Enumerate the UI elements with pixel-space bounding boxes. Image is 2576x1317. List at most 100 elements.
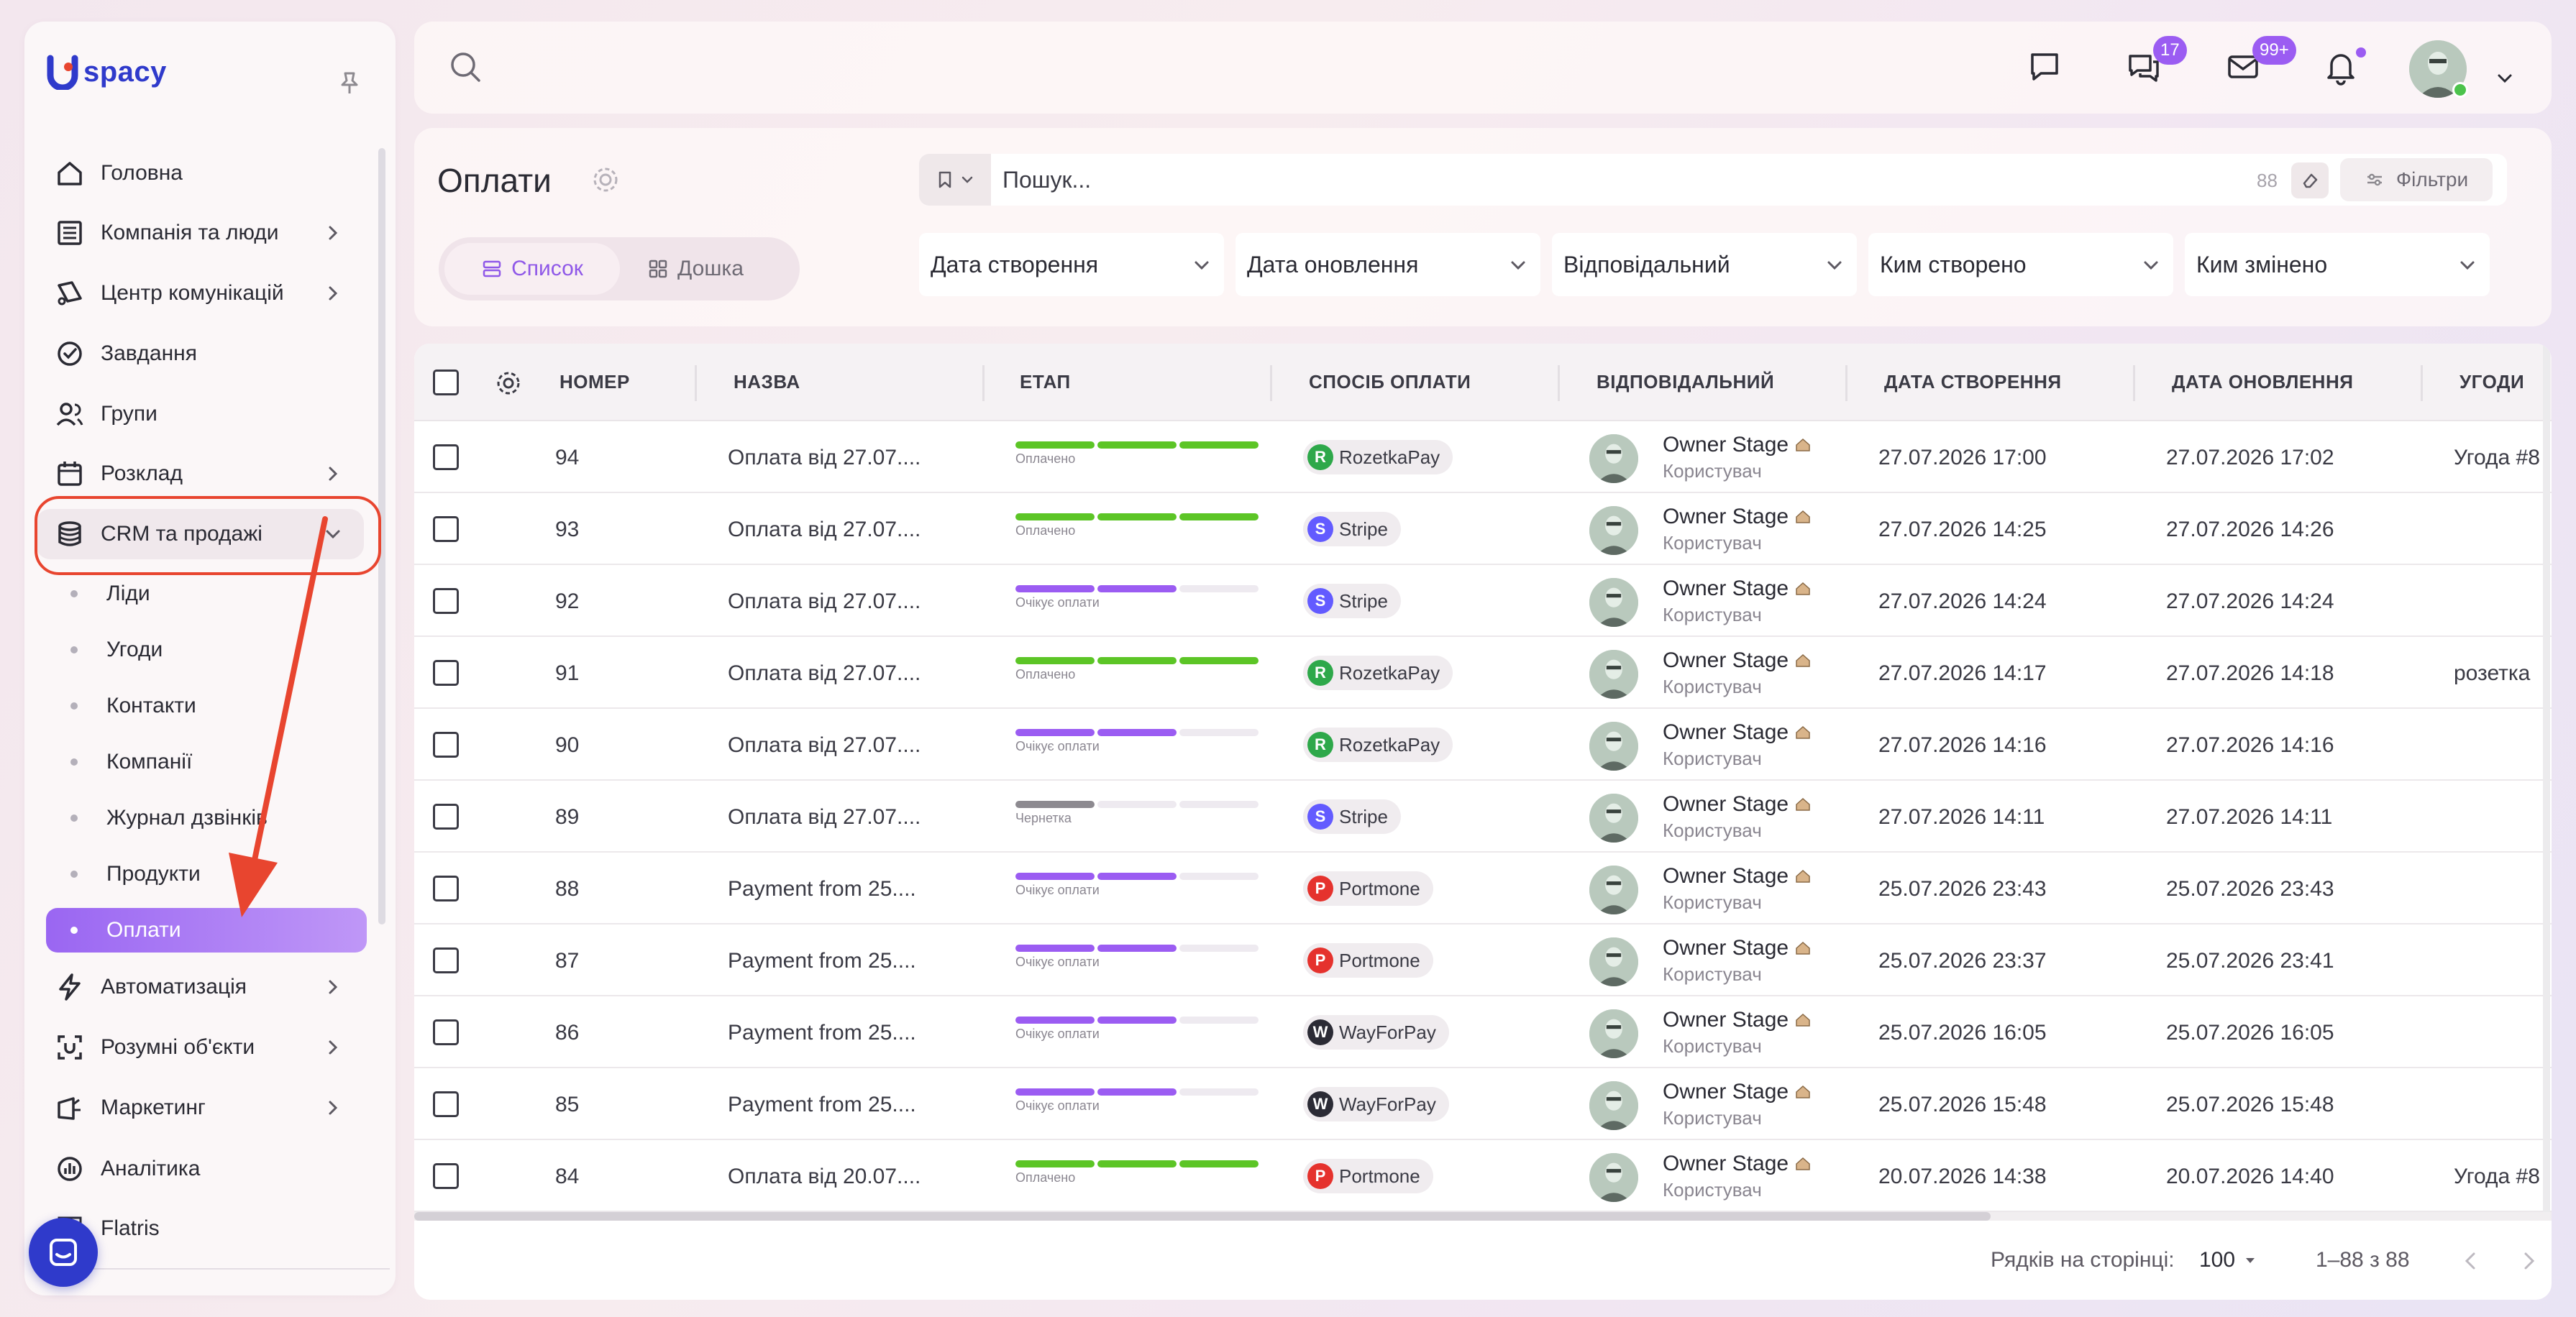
row-checkbox[interactable] (433, 876, 459, 901)
rows-per-page-select[interactable]: 100 (2199, 1248, 2258, 1272)
payment-name-link[interactable]: Payment from 25.... (728, 1093, 916, 1116)
previous-page-icon[interactable] (2457, 1247, 2485, 1275)
column-divider[interactable] (2421, 365, 2423, 401)
row-checkbox[interactable] (433, 1019, 459, 1045)
table-row[interactable]: 90 Оплата від 27.07.... Очікує оплати R Roze… (414, 709, 2552, 781)
sidebar-item-calendar[interactable]: Розклад (36, 449, 364, 499)
responsible-name[interactable]: Owner Stage (1663, 433, 1812, 457)
column-divider[interactable] (1845, 365, 1847, 401)
table-row[interactable]: 94 Оплата від 27.07.... Оплачено R RozetkaPa… (414, 421, 2552, 493)
payment-name-link[interactable]: Оплата від 27.07.... (728, 661, 921, 685)
column-header-created[interactable]: ДАТА СТВОРЕННЯ (1884, 371, 2062, 393)
column-header-stage[interactable]: ЕТАП (1020, 371, 1071, 393)
table-row[interactable]: 92 Оплата від 27.07.... Очікує оплати S Stri… (414, 565, 2552, 637)
stage-progress[interactable]: Очікує оплати (1015, 945, 1260, 970)
crm-subitem[interactable]: Ліди (46, 572, 367, 616)
row-checkbox[interactable] (433, 732, 459, 758)
crm-subitem[interactable]: Компанії (46, 740, 367, 784)
column-divider[interactable] (2133, 365, 2135, 401)
payment-name-link[interactable]: Оплата від 27.07.... (728, 518, 921, 541)
responsible-name[interactable]: Owner Stage (1663, 1080, 1812, 1104)
sidebar-item-communications[interactable]: Центр комунікацій (36, 268, 364, 318)
stage-progress[interactable]: Оплачено (1015, 657, 1260, 682)
clear-search-button[interactable] (2291, 162, 2329, 198)
table-row[interactable]: 87 Payment from 25.... Очікує оплати P Portm… (414, 924, 2552, 996)
responsible-avatar[interactable] (1589, 722, 1638, 771)
filters-button[interactable]: Фільтри (2340, 158, 2493, 201)
payment-name-link[interactable]: Оплата від 27.07.... (728, 805, 921, 829)
deal-link[interactable]: Угода #8 (2454, 446, 2540, 469)
search-input[interactable] (1002, 154, 2225, 206)
column-header-name[interactable]: НАЗВА (734, 371, 800, 393)
logo[interactable]: spacy (45, 50, 167, 93)
pin-icon[interactable] (335, 69, 364, 98)
board-view-button[interactable]: Дошка (647, 243, 791, 295)
responsible-name[interactable]: Owner Stage (1663, 577, 1812, 601)
stage-progress[interactable]: Очікує оплати (1015, 873, 1260, 898)
payment-name-link[interactable]: Payment from 25.... (728, 1021, 916, 1045)
sidebar-scrollbar[interactable] (378, 148, 385, 924)
row-checkbox[interactable] (433, 516, 459, 542)
responsible-name[interactable]: Owner Stage (1663, 505, 1812, 529)
column-divider[interactable] (695, 365, 697, 401)
payment-name-link[interactable]: Payment from 25.... (728, 949, 916, 973)
responsible-avatar[interactable] (1589, 650, 1638, 699)
responsible-avatar[interactable] (1589, 434, 1638, 483)
table-row[interactable]: 89 Оплата від 27.07.... Чернетка S Stripe Own… (414, 781, 2552, 853)
bell-icon[interactable] (2321, 47, 2360, 86)
chats-icon[interactable] (2124, 47, 2163, 86)
row-checkbox[interactable] (433, 1091, 459, 1117)
sidebar-item-company[interactable]: Компанія та люди (36, 208, 364, 258)
stage-progress[interactable]: Очікує оплати (1015, 1017, 1260, 1042)
table-vertical-scrollbar[interactable] (2543, 344, 2550, 1212)
sidebar-item-smart-objects[interactable]: Розумні об'єкти (36, 1022, 364, 1073)
stage-progress[interactable]: Оплачено (1015, 1160, 1260, 1185)
crm-subitem[interactable]: Контакти (46, 684, 367, 728)
stage-progress[interactable]: Очікує оплати (1015, 585, 1260, 610)
column-divider[interactable] (982, 365, 985, 401)
column-header-method[interactable]: СПОСІБ ОПЛАТИ (1309, 371, 1471, 393)
payment-name-link[interactable]: Оплата від 27.07.... (728, 733, 921, 757)
payment-name-link[interactable]: Оплата від 27.07.... (728, 446, 921, 469)
deal-link[interactable]: Угода #8 (2454, 1165, 2540, 1188)
stage-progress[interactable]: Очікує оплати (1015, 729, 1260, 754)
deal-link[interactable]: розетка (2454, 661, 2531, 685)
sidebar-item-home[interactable]: Головна (36, 148, 364, 198)
mail-icon[interactable] (2224, 47, 2262, 86)
message-icon[interactable] (2025, 47, 2064, 86)
sidebar-item-marketing[interactable]: Маркетинг (36, 1083, 364, 1133)
column-header-updated[interactable]: ДАТА ОНОВЛЕННЯ (2172, 371, 2354, 393)
column-header-responsible[interactable]: ВІДПОВІДАЛЬНИЙ (1597, 371, 1775, 393)
table-row[interactable]: 93 Оплата від 27.07.... Оплачено S Stripe Own… (414, 493, 2552, 565)
column-divider[interactable] (1270, 365, 1272, 401)
row-checkbox[interactable] (433, 588, 459, 614)
table-row[interactable]: 85 Payment from 25.... Очікує оплати W WayFo… (414, 1068, 2552, 1140)
search-icon[interactable] (447, 49, 485, 86)
table-row[interactable]: 86 Payment from 25.... Очікує оплати W WayFo… (414, 996, 2552, 1068)
chevron-down-icon[interactable] (2494, 68, 2516, 89)
responsible-name[interactable]: Owner Stage (1663, 720, 1812, 745)
table-row[interactable]: 91 Оплата від 27.07.... Оплачено R RozetkaPa… (414, 637, 2552, 709)
filter-dropdown[interactable]: Дата створення (919, 233, 1224, 296)
responsible-avatar[interactable] (1589, 937, 1638, 986)
column-header-deals[interactable]: УГОДИ (2459, 371, 2525, 393)
columns-settings-icon[interactable] (493, 368, 524, 398)
filter-dropdown[interactable]: Відповідальний (1552, 233, 1857, 296)
table-row[interactable]: 88 Payment from 25.... Очікує оплати P Portm… (414, 853, 2552, 924)
payment-name-link[interactable]: Оплата від 27.07.... (728, 589, 921, 613)
saved-filters-button[interactable] (919, 154, 991, 206)
crm-subitem[interactable]: Журнал дзвінків (46, 796, 367, 840)
row-checkbox[interactable] (433, 444, 459, 470)
filter-dropdown[interactable]: Дата оновлення (1236, 233, 1540, 296)
settings-gear-icon[interactable] (590, 164, 621, 196)
row-checkbox[interactable] (433, 947, 459, 973)
responsible-avatar[interactable] (1589, 578, 1638, 627)
list-view-button[interactable]: Список (444, 243, 620, 295)
sidebar-item-tasks[interactable]: Завдання (36, 329, 364, 379)
responsible-avatar[interactable] (1589, 1009, 1638, 1058)
support-chat-button[interactable] (29, 1218, 98, 1287)
responsible-name[interactable]: Owner Stage (1663, 1152, 1812, 1176)
crm-subitem[interactable]: Продукти (46, 852, 367, 896)
responsible-avatar[interactable] (1589, 866, 1638, 914)
sidebar-item-analytics[interactable]: Аналітика (36, 1144, 364, 1194)
